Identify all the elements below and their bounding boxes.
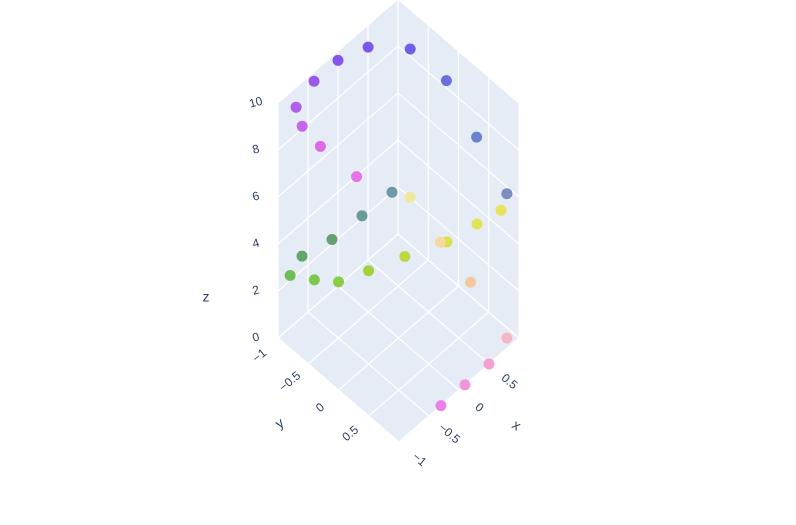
wall-gridline xyxy=(277,92,399,198)
x-tick-label: 0 xyxy=(472,400,486,415)
wall-gridline xyxy=(397,233,520,339)
data-point[interactable] xyxy=(356,210,368,222)
x-axis-title: x xyxy=(509,416,524,433)
data-point[interactable] xyxy=(308,75,320,87)
z-tick-label: 2 xyxy=(251,282,261,297)
scene-grid xyxy=(277,0,520,443)
data-points[interactable] xyxy=(284,41,513,412)
data-point[interactable] xyxy=(471,218,483,230)
data-point[interactable] xyxy=(326,234,338,245)
x-tick-label: −1 xyxy=(410,450,430,470)
data-point[interactable] xyxy=(290,101,302,113)
y-tick-label: −0.5 xyxy=(276,368,303,394)
data-point[interactable] xyxy=(434,236,446,248)
wall-gridline xyxy=(398,0,520,104)
wall-gridline xyxy=(277,139,399,245)
data-point[interactable] xyxy=(386,186,398,198)
data-point[interactable] xyxy=(495,204,507,216)
data-point[interactable] xyxy=(284,270,296,281)
wall-gridline xyxy=(397,45,520,151)
z-axis-title: z xyxy=(203,289,210,305)
data-point[interactable] xyxy=(435,400,447,412)
data-point[interactable] xyxy=(471,131,483,143)
data-point[interactable] xyxy=(483,358,495,370)
y-tick-label: 0 xyxy=(313,400,327,415)
data-point[interactable] xyxy=(362,41,374,53)
data-point[interactable] xyxy=(440,75,452,87)
floor-gridline xyxy=(398,337,520,443)
data-point[interactable] xyxy=(459,379,471,391)
x-tick-label: −0.5 xyxy=(436,420,463,446)
wall-gridline xyxy=(277,186,399,292)
wall-gridline xyxy=(277,45,399,151)
data-point[interactable] xyxy=(308,274,320,286)
wall-gridline xyxy=(397,139,520,245)
data-point[interactable] xyxy=(363,265,375,277)
wall-gridline xyxy=(397,92,520,198)
data-point[interactable] xyxy=(296,120,308,132)
data-point[interactable] xyxy=(399,251,411,262)
floor-gridline xyxy=(338,285,459,391)
z-tick-label: 4 xyxy=(251,235,261,250)
y-axis-title: y xyxy=(272,414,287,431)
wall-gridline xyxy=(397,186,520,292)
data-point[interactable] xyxy=(501,332,513,344)
z-tick-label: 6 xyxy=(251,188,261,203)
wall-gridline xyxy=(277,0,398,104)
data-point[interactable] xyxy=(404,43,416,55)
floor-gridline xyxy=(368,311,490,417)
z-tick-label: 0 xyxy=(251,329,261,344)
x-tick-label: 0.5 xyxy=(499,371,521,393)
data-point[interactable] xyxy=(314,140,326,152)
z-tick-label: 8 xyxy=(251,141,261,156)
data-point[interactable] xyxy=(501,188,513,200)
data-point[interactable] xyxy=(296,250,308,262)
y-tick-label: 0.5 xyxy=(339,422,361,444)
data-point[interactable] xyxy=(333,276,344,288)
data-point[interactable] xyxy=(404,191,416,203)
y-tick-label: −1 xyxy=(250,345,270,365)
data-point[interactable] xyxy=(465,276,477,288)
data-point[interactable] xyxy=(332,54,344,66)
z-tick-label: 10 xyxy=(248,94,265,111)
floor-gridline xyxy=(307,259,429,365)
data-point[interactable] xyxy=(351,171,363,183)
